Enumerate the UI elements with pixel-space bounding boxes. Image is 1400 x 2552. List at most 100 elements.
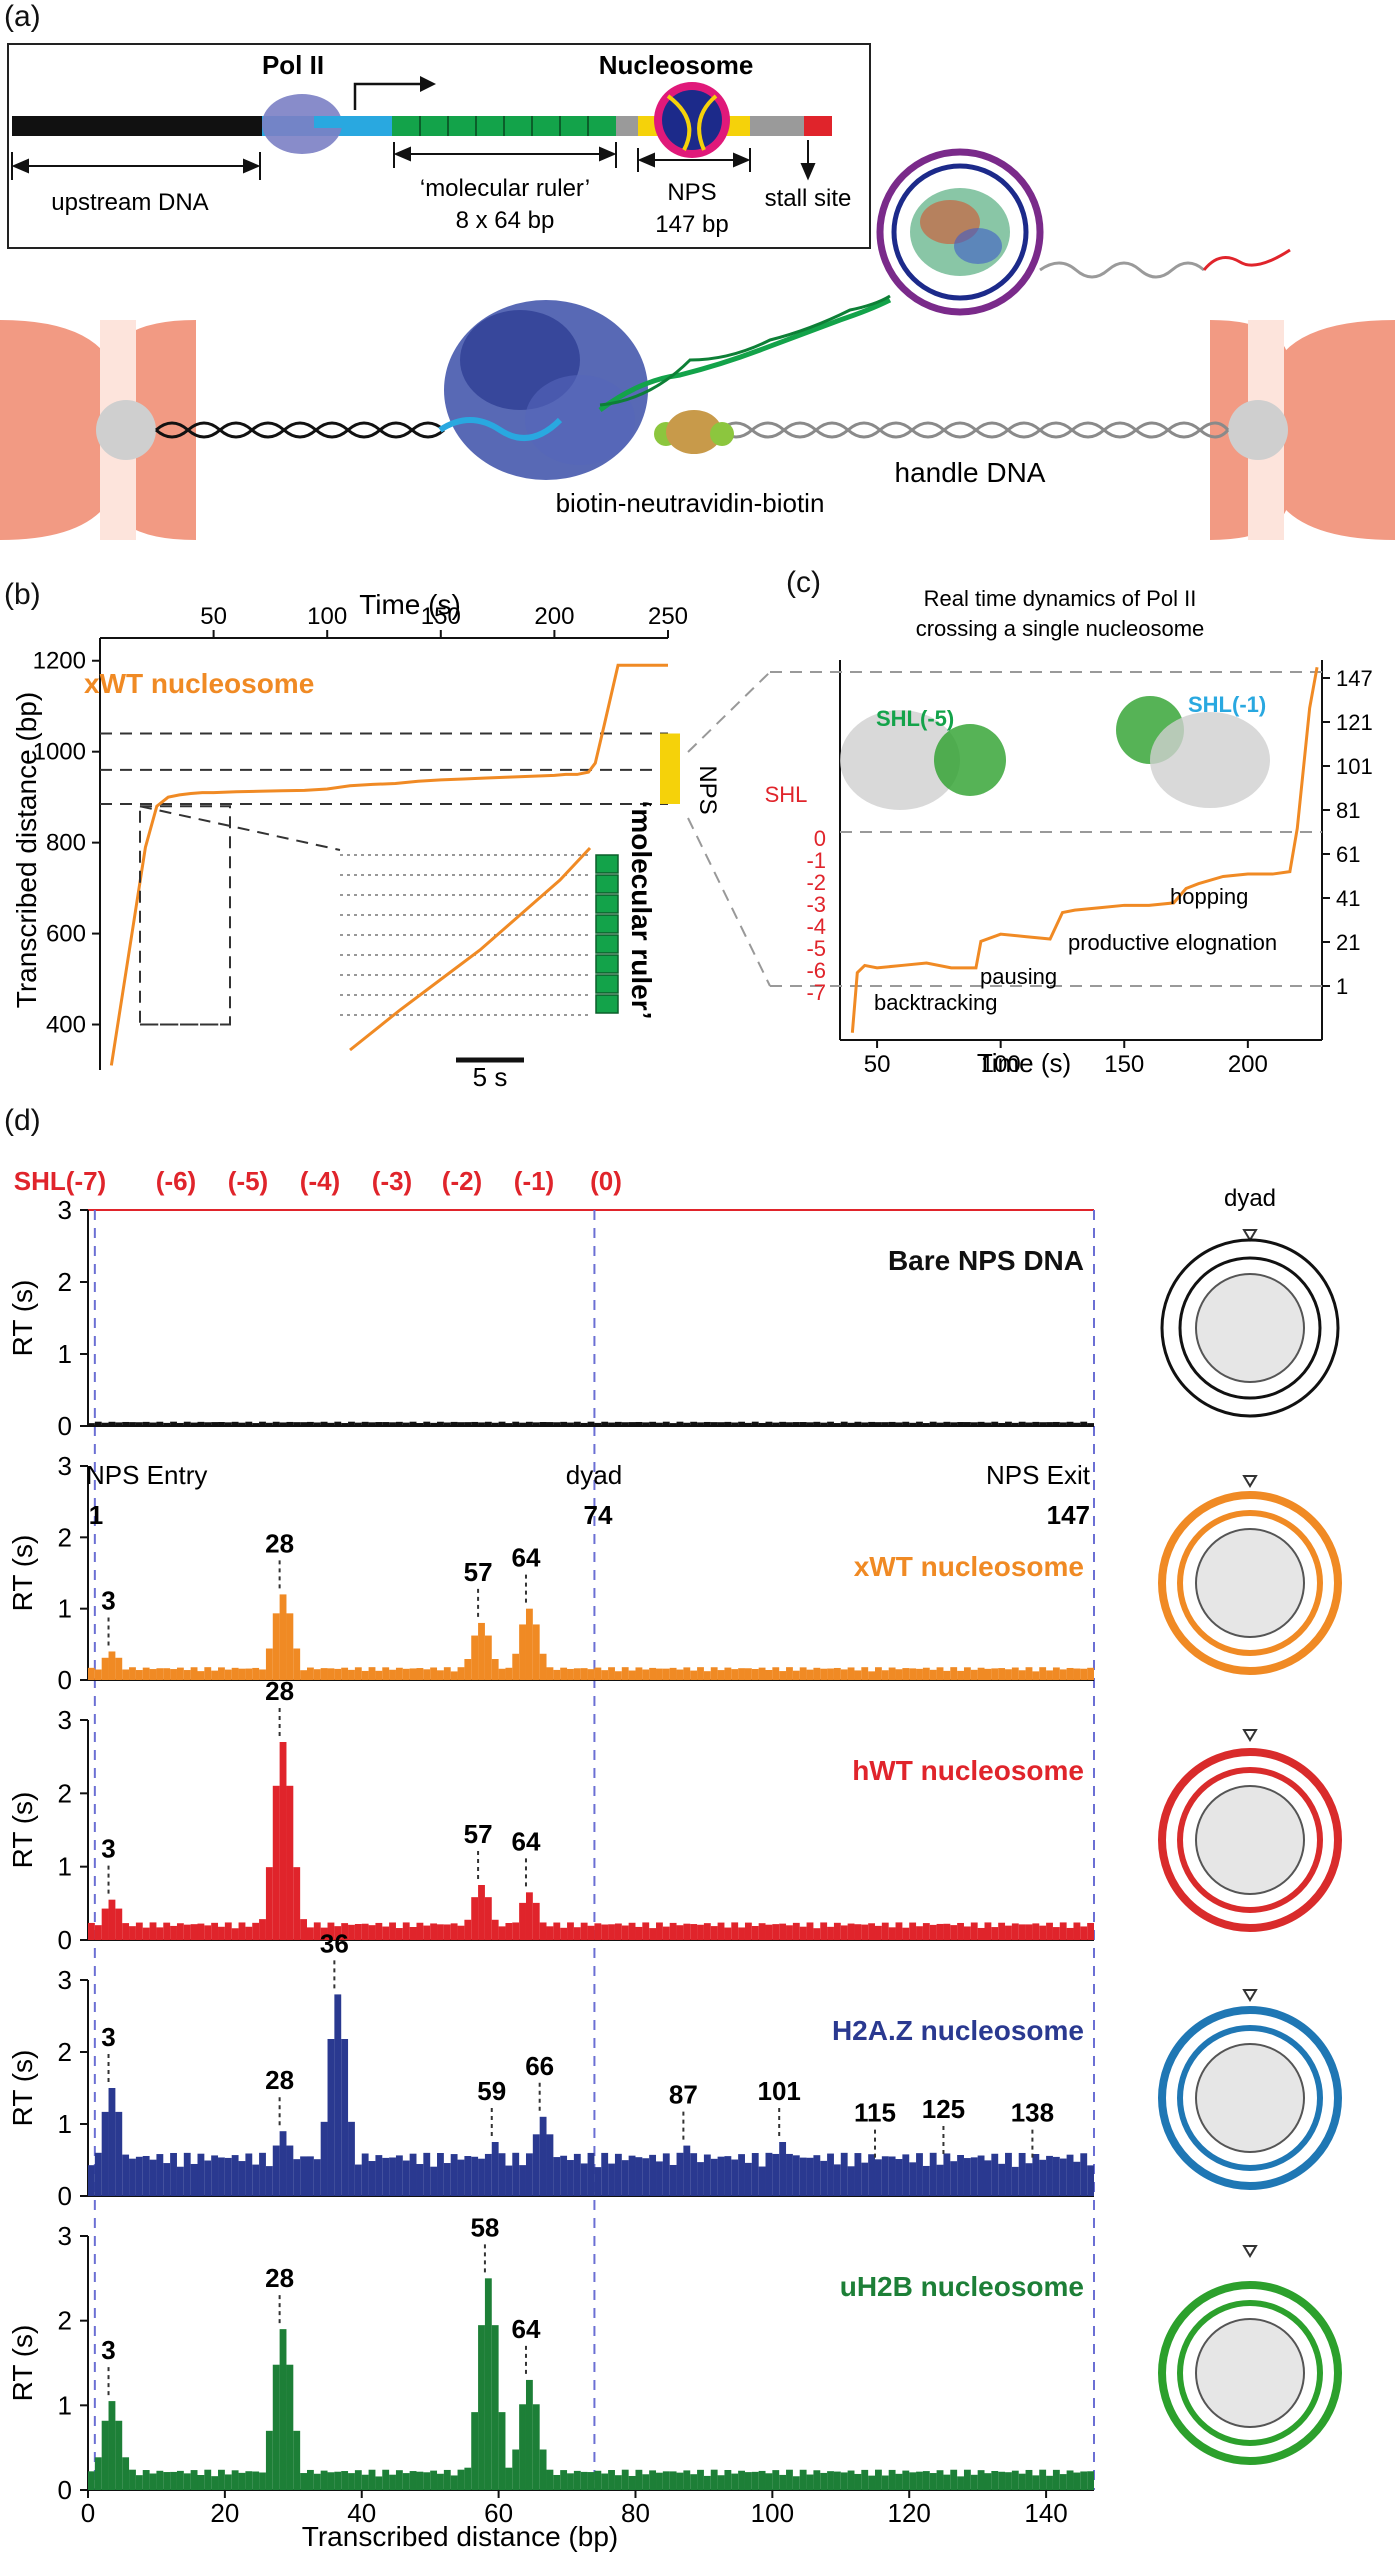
panel-d-histogram-bar	[546, 2134, 554, 2196]
panel-c-right-tick-label: 147	[1336, 666, 1373, 691]
panel-d-histogram-bar	[553, 1669, 561, 1680]
panel-d-histogram-bar	[833, 2471, 841, 2490]
nucleosome-core-icon	[1195, 1785, 1305, 1895]
panel-d-histogram-bar	[943, 1670, 951, 1680]
panel-d-histogram-bar	[847, 1667, 855, 1680]
panel-d-histogram-bar	[977, 2470, 985, 2490]
panel-label-b: (b)	[4, 578, 41, 611]
panel-d-histogram-bar	[437, 2152, 444, 2196]
panel-d-histogram-bar	[676, 1925, 684, 1940]
stall-site-arrow-icon	[800, 140, 816, 181]
panel-d-y-tick-label: 1	[58, 1852, 72, 1882]
panel-d-histogram-bar	[327, 1668, 335, 1680]
nucleosome-core-icon	[1195, 1528, 1305, 1638]
panel-d-histogram-bar	[204, 2160, 212, 2196]
panel-d-histogram-bar	[156, 1668, 164, 1680]
panel-d-histogram-bar	[204, 2469, 212, 2490]
upstream-dna-label: upstream DNA	[51, 189, 208, 216]
panel-d-histogram-bar	[450, 1671, 458, 1680]
panel-d-histogram-bar	[484, 2153, 492, 2196]
panel-d-histogram-bar	[265, 1648, 273, 1680]
panel-d-histogram-bar	[218, 1422, 225, 1426]
panel-b-scale-bar-label: 5 s	[473, 1062, 508, 1092]
stall-site-segment	[804, 116, 832, 136]
panel-d-histogram-bar	[1080, 1926, 1088, 1940]
panel-d-histogram-bar	[245, 1421, 253, 1426]
panel-d-histogram-bar	[1039, 2159, 1047, 2196]
panel-d-histogram-bar	[382, 1926, 390, 1940]
panel-d-histogram-bar	[717, 2475, 725, 2490]
panel-d-histogram-bar	[916, 2471, 923, 2490]
panel-d-histogram-bar	[943, 1923, 951, 1940]
panel-d-histogram-bar	[306, 1667, 314, 1680]
panel-d-histogram-bar	[279, 1422, 287, 1426]
panel-d-histogram-bar	[628, 2475, 636, 2490]
panel-d-histogram-bar	[231, 2470, 239, 2490]
panel-d-histogram-bar	[868, 1923, 876, 1940]
panel-d-histogram-bar	[827, 1926, 834, 1940]
panel-d-histogram-bar	[525, 2153, 533, 2196]
panel-d-histogram-bar	[820, 1922, 828, 1940]
panel-d-histogram-bar	[512, 1653, 520, 1680]
panel-b-ruler-block	[595, 874, 619, 894]
panel-d-histogram-bar	[772, 2470, 780, 2490]
panel-d-histogram-bar	[861, 1667, 869, 1680]
panel-d-histogram-bar	[840, 1669, 848, 1680]
panel-d-peak-label: 36	[320, 1928, 349, 1958]
panel-d-histogram-bar	[833, 1922, 841, 1940]
panel-d-histogram-bar	[909, 1922, 917, 1940]
panel-d-histogram-bar	[1073, 2161, 1081, 2196]
panel-d-histogram-bar	[738, 2154, 745, 2196]
panel-c-pol-structure-icon	[1150, 712, 1270, 808]
panel-d-histogram-bar	[710, 2469, 718, 2490]
nps-size: 147 bp	[655, 211, 728, 238]
panel-d-histogram-bar	[218, 2157, 225, 2196]
panel-d-histogram-bar	[88, 1922, 95, 1940]
panel-d-histogram-bar	[211, 1422, 219, 1426]
panel-d-histogram-bar	[368, 2469, 376, 2490]
panel-d-histogram-bar	[409, 2153, 417, 2196]
panel-d-histogram-bar	[868, 1671, 876, 1680]
panel-d-histogram-bar	[881, 1670, 889, 1680]
panel-d-histogram-bar	[1059, 1422, 1067, 1426]
panel-d-histogram-bar	[375, 1670, 383, 1680]
panel-c-shl-tick-label: -4	[806, 914, 826, 939]
panel-d-histogram-bar	[697, 2469, 704, 2490]
panel-d-histogram-bar	[1066, 1421, 1074, 1426]
panel-d-histogram-bar	[1059, 1669, 1067, 1680]
panel-d-histogram-bar	[416, 2164, 424, 2196]
nps-entry-number: 1	[89, 1500, 103, 1530]
panel-d-y-tick-label: 1	[58, 1339, 72, 1369]
panel-d-histogram-bar	[176, 1667, 184, 1680]
panel-d-histogram-bar	[532, 2404, 540, 2490]
panel-d-histogram-bar	[916, 1668, 923, 1680]
panel-d-y-title: RT (s)	[7, 1280, 38, 1357]
panel-d-histogram-bar	[594, 2167, 602, 2196]
panel-d-histogram-bar	[341, 2471, 349, 2490]
panel-d-shl-label: (-1)	[514, 1166, 554, 1196]
panel-d-histogram-bar	[306, 2469, 314, 2490]
panel-d-histogram-bar	[306, 1421, 314, 1426]
panel-d-y-tick-label: 0	[58, 2181, 72, 2211]
panel-d-histogram-bar	[820, 2160, 828, 2196]
panel-d-histogram-bar	[922, 2165, 930, 2196]
panel-d-histogram-bar	[991, 1421, 999, 1426]
panel-d-histogram-bar	[252, 2471, 260, 2490]
panel-d-histogram-bar	[471, 2156, 479, 2196]
panel-d-histogram-bar	[286, 1613, 294, 1680]
panel-d-histogram-bar	[560, 2470, 568, 2490]
panel-d-histogram-bar	[300, 1919, 307, 1940]
panel-d-histogram-bar	[478, 1422, 485, 1426]
panel-d-histogram-bar	[348, 1924, 355, 1940]
panel-d-histogram-bar	[573, 2470, 581, 2490]
panel-d-histogram-bar	[991, 1668, 999, 1680]
panel-d-histogram-bar	[635, 1421, 643, 1426]
panel-d-histogram-bar	[751, 1421, 759, 1426]
panel-d-histogram-bar	[614, 1671, 622, 1680]
panel-d-histogram-bar	[628, 2155, 636, 2196]
panel-d-histogram-bar	[977, 1421, 985, 1426]
panel-d-histogram-bar	[977, 2155, 985, 2196]
panel-d-histogram-bar	[450, 2475, 458, 2490]
panel-d-histogram-bar	[936, 2470, 944, 2490]
panel-d-histogram-bar	[786, 2153, 793, 2196]
